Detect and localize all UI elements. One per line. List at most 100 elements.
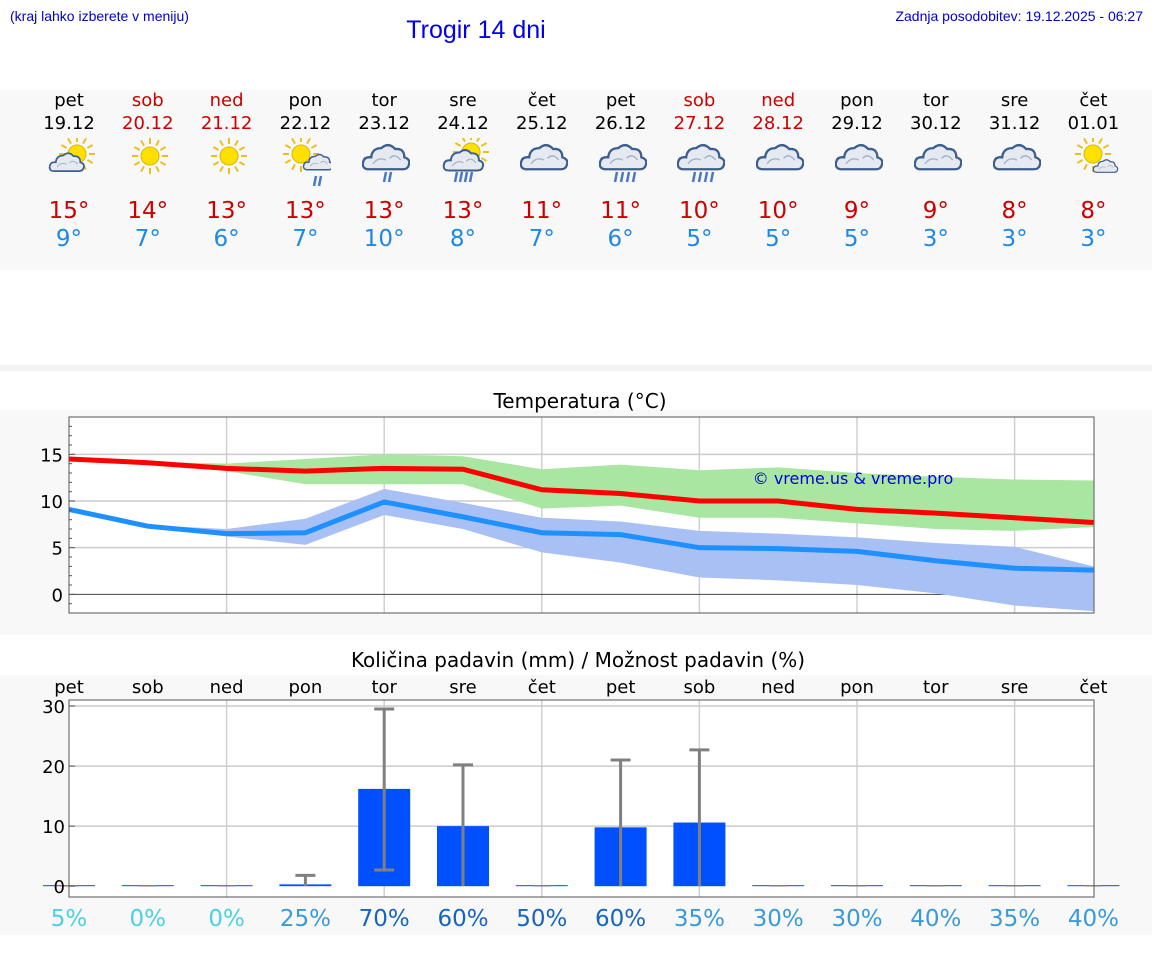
- plot-frame: [68, 416, 1095, 614]
- precip-probability: 30%: [753, 906, 804, 932]
- page-title: Trogir 14 dni: [406, 16, 546, 44]
- x-day-label: sre: [449, 677, 476, 698]
- sun-cloud-rain-icon-svg: [283, 136, 334, 187]
- precip-probability: 5%: [51, 906, 88, 932]
- temperature-chart: 0 5 10 15 Temperatura (°C) © vreme.us & vre…: [40, 389, 1095, 614]
- temp-min: 7°: [528, 226, 555, 252]
- sun-small-cloud-icon: [1071, 136, 1119, 194]
- day-date: 27.12: [673, 113, 726, 134]
- sun-cloud-rain-icon: [283, 136, 334, 194]
- x-day-label: tor: [371, 677, 397, 698]
- y-tick-label: 15: [40, 445, 63, 466]
- cloud-rain-icon-svg: [361, 143, 411, 183]
- day-name: pon: [840, 90, 874, 111]
- temp-min: 6°: [607, 226, 634, 252]
- temp-max: 8°: [1080, 198, 1107, 224]
- day-name: sob: [131, 90, 164, 111]
- y-tick-label: 20: [42, 757, 65, 778]
- day-date: 20.12: [122, 113, 174, 134]
- temp-max: 11°: [521, 198, 563, 224]
- y-tick-label: 0: [52, 585, 63, 606]
- day-name: sre: [449, 90, 477, 111]
- day-name: sre: [1000, 90, 1029, 111]
- temp-min: 7°: [292, 226, 319, 252]
- last-update: Zadnja posodobitev: 19.12.2025 - 06:27: [895, 8, 1143, 24]
- precip-probability: 50%: [516, 906, 567, 932]
- precip-probability: 0%: [208, 906, 245, 932]
- cloud-icon-svg: [834, 143, 884, 171]
- day-name: pet: [605, 90, 636, 111]
- min-temp-line: [68, 499, 1094, 573]
- temp-min: 9°: [55, 226, 83, 252]
- day-name: pet: [54, 90, 84, 111]
- precip-probability: 30%: [831, 906, 882, 932]
- x-day-label: pon: [840, 677, 874, 698]
- cloud-rain-icon: [361, 138, 411, 194]
- sun-small-cloud-icon-svg: [1075, 136, 1119, 173]
- cloud-heavy-rain-icon-svg: [598, 143, 648, 183]
- precipitation-title: Količina padavin (mm) / Možnost padavin …: [351, 648, 805, 672]
- cloud-heavy-rain-icon-svg: [677, 143, 726, 183]
- x-day-label: sob: [132, 677, 164, 698]
- temp-max: 13°: [285, 198, 326, 224]
- y-tick-label: 10: [40, 492, 63, 513]
- x-day-label: čet: [528, 677, 556, 698]
- day-name: čet: [527, 90, 556, 111]
- temp-min: 10°: [363, 226, 405, 252]
- day-date: 01.01: [1067, 113, 1120, 134]
- day-date: 26.12: [594, 113, 647, 134]
- precipitation-chart: Količina padavin (mm) / Možnost padavin …: [42, 648, 1120, 932]
- max-temp-line: [68, 456, 1094, 525]
- x-day-label: sob: [683, 677, 715, 698]
- cloud-icon: [834, 138, 884, 194]
- sun-icon: [205, 138, 253, 194]
- plot-frame: [68, 699, 1095, 898]
- temp-min: 3°: [922, 226, 949, 252]
- precip-probability: 40%: [910, 906, 961, 932]
- cloud-icon-svg: [992, 143, 1042, 171]
- precip-probability: 70%: [359, 906, 410, 932]
- temp-max: 9°: [922, 198, 949, 224]
- sun-icon: [126, 138, 174, 194]
- temp-min: 6°: [213, 226, 240, 252]
- cloud-heavy-rain-icon: [677, 138, 726, 194]
- temp-min: 3°: [1001, 226, 1028, 252]
- day-date: 29.12: [831, 113, 883, 134]
- precip-probability: 35%: [989, 906, 1040, 932]
- x-day-label: pet: [54, 677, 84, 698]
- x-day-label: čet: [1079, 677, 1107, 698]
- y-tick-label: 30: [42, 697, 65, 718]
- day-date: 31.12: [988, 113, 1041, 134]
- x-day-label: sre: [1001, 677, 1028, 698]
- day-date: 21.12: [200, 113, 253, 134]
- day-name: ned: [761, 90, 796, 111]
- precip-probability: 60%: [437, 906, 488, 932]
- cloud-icon-svg: [755, 143, 805, 171]
- temp-max: 11°: [600, 198, 641, 224]
- day-date: 23.12: [358, 113, 410, 134]
- day-name: tor: [371, 90, 397, 111]
- temp-max: 13°: [442, 198, 484, 224]
- temp-min: 5°: [843, 226, 871, 252]
- sun-icon-svg: [131, 138, 168, 174]
- cloud-icon-svg: [519, 143, 569, 171]
- day-name: čet: [1079, 90, 1108, 111]
- y-tick-label: 5: [52, 539, 63, 560]
- temp-min: 8°: [449, 226, 477, 252]
- cloud-icon: [755, 138, 805, 194]
- day-date: 30.12: [910, 113, 962, 134]
- temp-min: 7°: [134, 226, 161, 252]
- watermark: © vreme.us & vreme.pro: [753, 469, 954, 488]
- sun-cloud-icon-svg: [48, 136, 95, 172]
- location-hint: (kraj lahko izberete v meniju): [10, 8, 189, 24]
- temperature-title: Temperatura (°C): [492, 389, 666, 413]
- sun-icon-svg: [210, 138, 247, 174]
- temp-max: 15°: [48, 198, 90, 224]
- day-date: 22.12: [279, 113, 332, 134]
- y-tick-label: 10: [42, 817, 65, 838]
- temp-max: 13°: [363, 198, 405, 224]
- precip-probability: 0%: [130, 906, 167, 932]
- precip-probability: 25%: [280, 906, 331, 932]
- temp-max: 9°: [843, 198, 871, 224]
- temp-min: 5°: [686, 226, 713, 252]
